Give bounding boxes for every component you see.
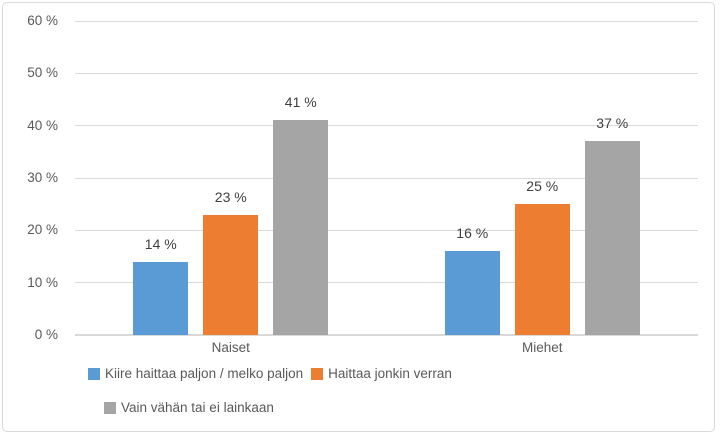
y-gridline <box>75 229 698 231</box>
bar-value-label: 14 % <box>144 235 177 252</box>
bar-series-1-category-2 <box>444 251 500 335</box>
y-axis-tick-label: 60 % <box>27 13 58 28</box>
category-label: Miehet <box>521 340 563 355</box>
legend-swatch-icon <box>311 368 324 380</box>
category-label: Naiset <box>211 340 250 355</box>
legend-item-series-1: Kiire haittaa paljon / melko paljon <box>88 366 303 382</box>
legend-item-series-3: Vain vähän tai ei lainkaan <box>104 400 274 416</box>
bar-value-label: 23 % <box>214 188 247 205</box>
legend-swatch-icon <box>104 402 116 414</box>
y-axis-tick-label: 20 % <box>27 222 58 238</box>
legend-row-1: Kiire haittaa paljon / melko paljon Haitt… <box>88 366 452 382</box>
y-gridline <box>75 177 698 179</box>
legend-label: Vain vähän tai ei lainkaan <box>121 400 274 415</box>
bar-series-1-category-1 <box>133 261 189 335</box>
y-axis-tick-label: 10 % <box>27 274 58 290</box>
x-axis-line <box>75 334 698 336</box>
y-axis-tick-label: 50 % <box>27 65 58 81</box>
bar-series-3-category-2 <box>584 141 640 335</box>
bar-value-label: 25 % <box>526 178 559 195</box>
y-gridline <box>75 282 698 284</box>
bar-value-label: 16 % <box>456 225 489 242</box>
y-gridline <box>75 20 698 22</box>
y-gridline <box>75 72 698 74</box>
y-axis-tick-label: 30 % <box>27 170 58 185</box>
legend-row-2: Vain vähän tai ei lainkaan <box>104 400 274 416</box>
legend-label: Kiire haittaa paljon / melko paljon <box>105 366 304 381</box>
y-axis-tick-label: 40 % <box>27 117 58 133</box>
bar-series-2-category-1 <box>203 214 259 335</box>
bar-value-label: 41 % <box>284 94 317 111</box>
bar-series-3-category-1 <box>273 120 329 335</box>
legend-swatch-icon <box>88 368 100 380</box>
bar-series-2-category-2 <box>514 204 570 335</box>
legend-item-series-2: Haittaa jonkin verran <box>311 366 452 382</box>
y-gridline <box>75 125 698 127</box>
bar-value-label: 37 % <box>596 115 629 132</box>
y-axis-tick-label: 0 % <box>34 327 58 342</box>
legend-label: Haittaa jonkin verran <box>328 366 452 381</box>
